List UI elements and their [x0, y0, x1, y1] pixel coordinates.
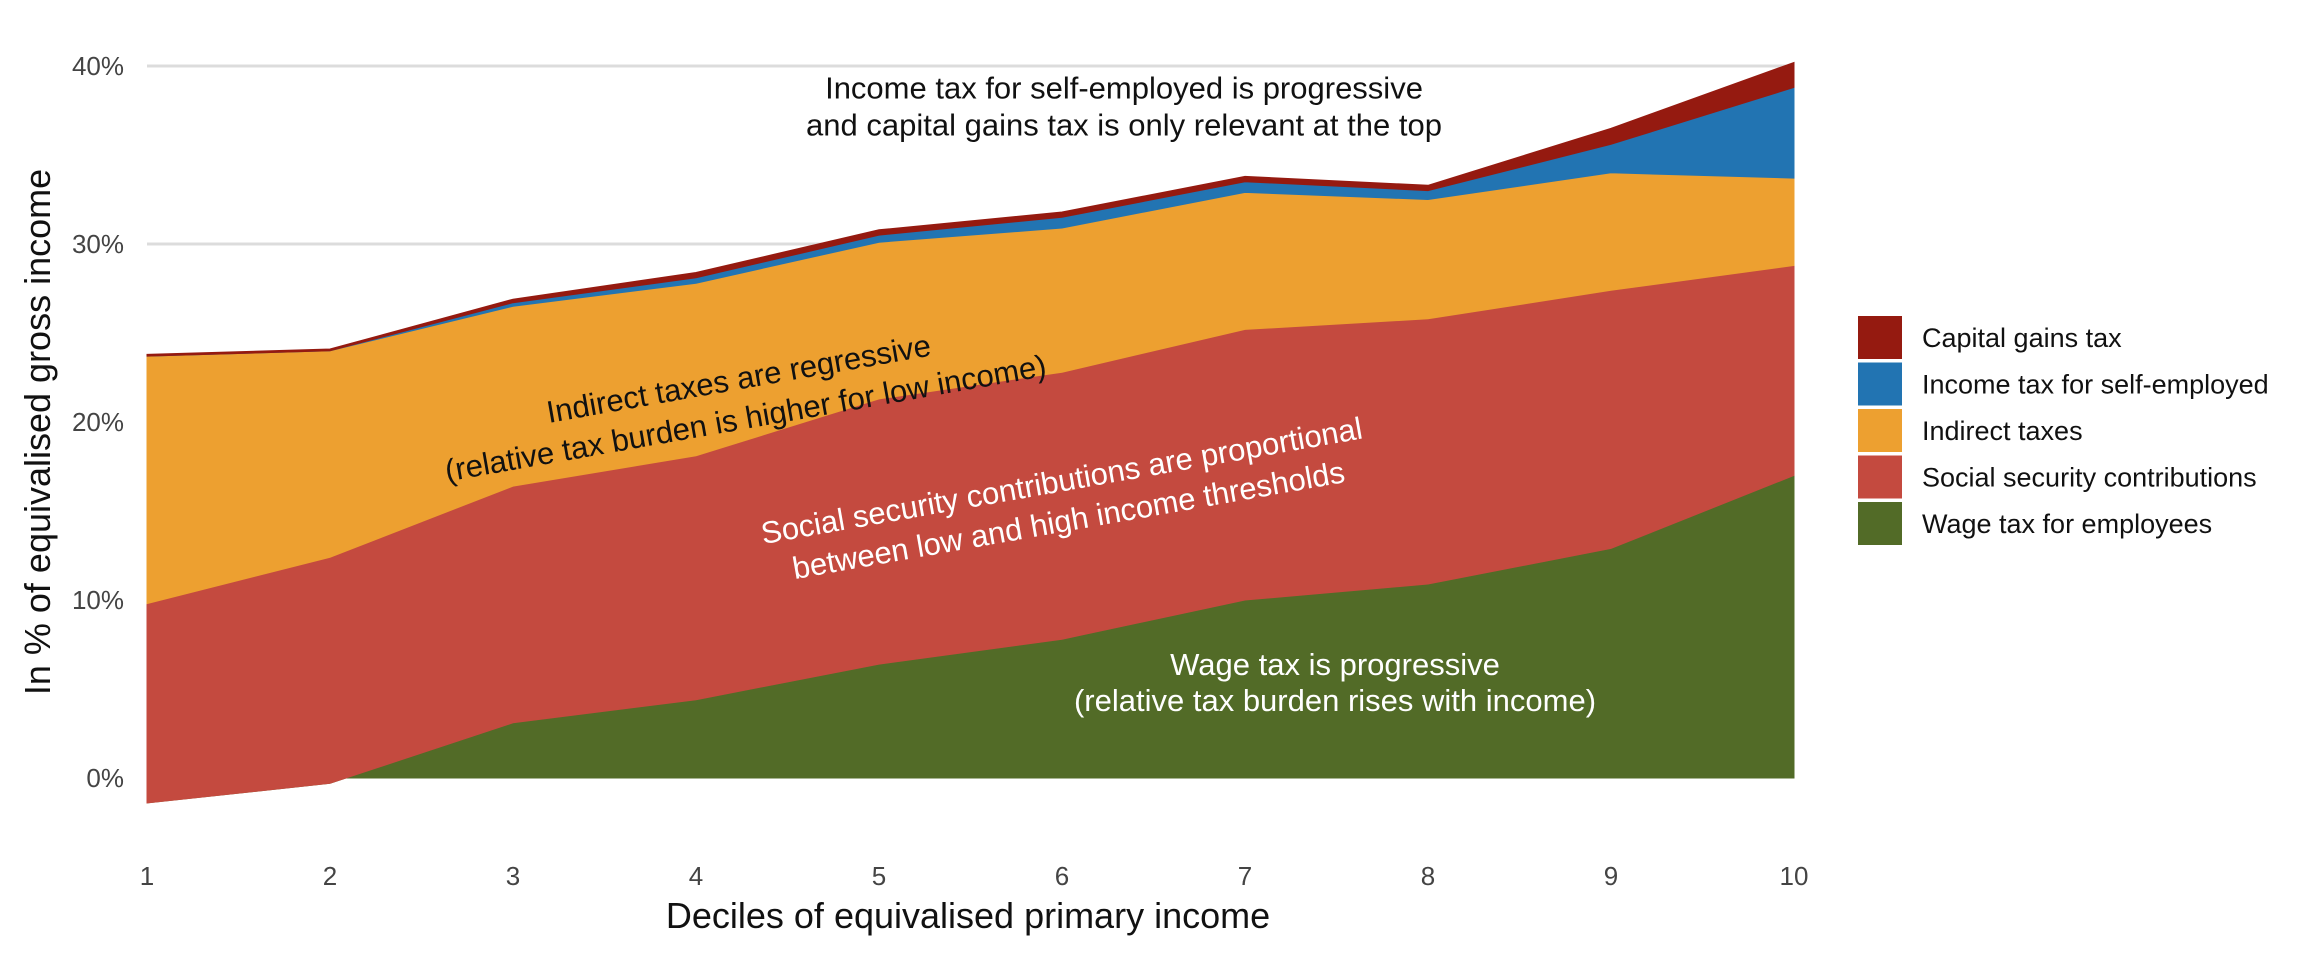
legend-label-capital-gains-tax: Capital gains tax [1922, 323, 2122, 353]
y-tick-label: 40% [72, 51, 124, 81]
legend-swatch-income-tax-for-self-employed [1858, 362, 1902, 406]
x-tick-label: 9 [1604, 861, 1618, 891]
x-tick-label: 5 [872, 861, 886, 891]
area-series [146, 61, 1795, 804]
annotation-line: Income tax for self-employed is progress… [825, 71, 1423, 106]
legend-label-indirect-taxes: Indirect taxes [1922, 416, 2083, 446]
area-capital-gains-tax [146, 61, 1795, 357]
legend: Capital gains tax Income tax for self-emp… [1858, 316, 2269, 545]
y-axis-title: In % of equivalised gross income [17, 169, 58, 695]
x-tick-label: 6 [1055, 861, 1069, 891]
annotation-line: (relative tax burden rises with income) [1074, 683, 1596, 718]
legend-label-wage-tax-for-employees: Wage tax for employees [1922, 509, 2212, 539]
legend-swatch-indirect-taxes [1858, 409, 1902, 452]
y-axis: 0% 10% 20% 30% 40% [72, 51, 124, 793]
x-tick-label: 8 [1421, 861, 1435, 891]
y-tick-label: 10% [72, 585, 124, 615]
x-tick-label: 10 [1780, 861, 1809, 891]
annotation-4: Wage tax is progressive(relative tax bur… [1074, 647, 1596, 718]
x-tick-label: 1 [140, 861, 154, 891]
x-tick-label: 3 [506, 861, 520, 891]
annotation-line: Wage tax is progressive [1170, 647, 1500, 682]
x-tick-label: 4 [689, 861, 703, 891]
y-tick-label: 30% [72, 229, 124, 259]
legend-swatch-capital-gains-tax [1858, 316, 1902, 359]
x-axis: 1 2 3 4 5 6 7 8 9 10 [140, 861, 1809, 891]
x-tick-label: 7 [1238, 861, 1252, 891]
legend-label-income-tax-for-self-employed: Income tax for self-employed [1922, 370, 2269, 400]
legend-label-social-security-contributions: Social security contributions [1922, 463, 2257, 493]
y-tick-label: 0% [86, 763, 124, 793]
y-tick-label: 20% [72, 407, 124, 437]
x-axis-title: Deciles of equivalised primary income [666, 895, 1270, 936]
annotation-line: and capital gains tax is only relevant a… [806, 108, 1442, 143]
legend-swatch-social-security-contributions [1858, 455, 1902, 499]
legend-swatch-wage-tax-for-employees [1858, 502, 1902, 545]
annotation-1: Income tax for self-employed is progress… [806, 71, 1442, 143]
x-tick-label: 2 [323, 861, 337, 891]
